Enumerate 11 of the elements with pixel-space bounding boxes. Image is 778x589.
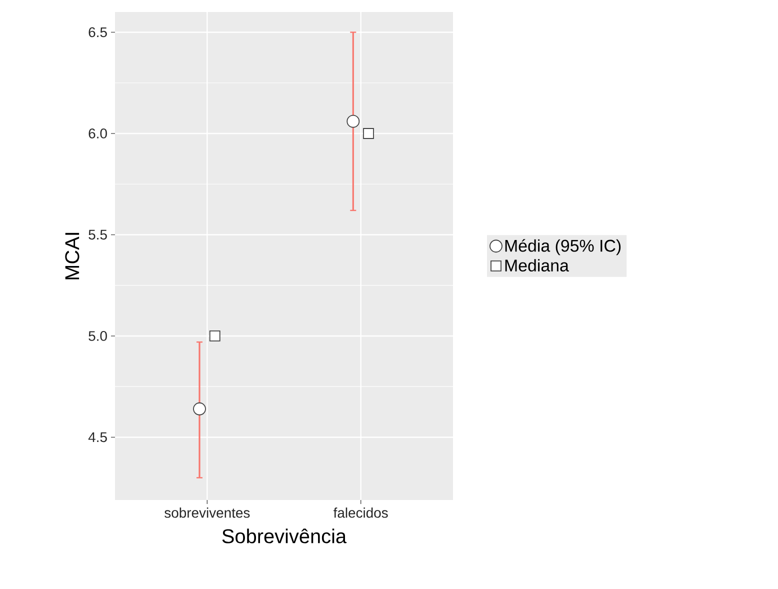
y-tick-label: 6.0 <box>88 128 107 138</box>
y-axis-title: MCAI <box>65 232 80 280</box>
x-axis-title: Sobrevivência <box>222 528 347 544</box>
legend-label: Média (95% IC) <box>505 239 621 256</box>
legend-label: Mediana <box>505 259 569 272</box>
y-tick-label: 5.5 <box>88 230 107 240</box>
y-tick-label: 5.0 <box>88 331 107 341</box>
y-tick-label: 6.5 <box>88 27 107 38</box>
y-tick-label: 4.5 <box>88 432 107 442</box>
x-tick-label: sobreviventes <box>164 508 250 518</box>
x-tick-label: falecidos <box>334 508 388 518</box>
